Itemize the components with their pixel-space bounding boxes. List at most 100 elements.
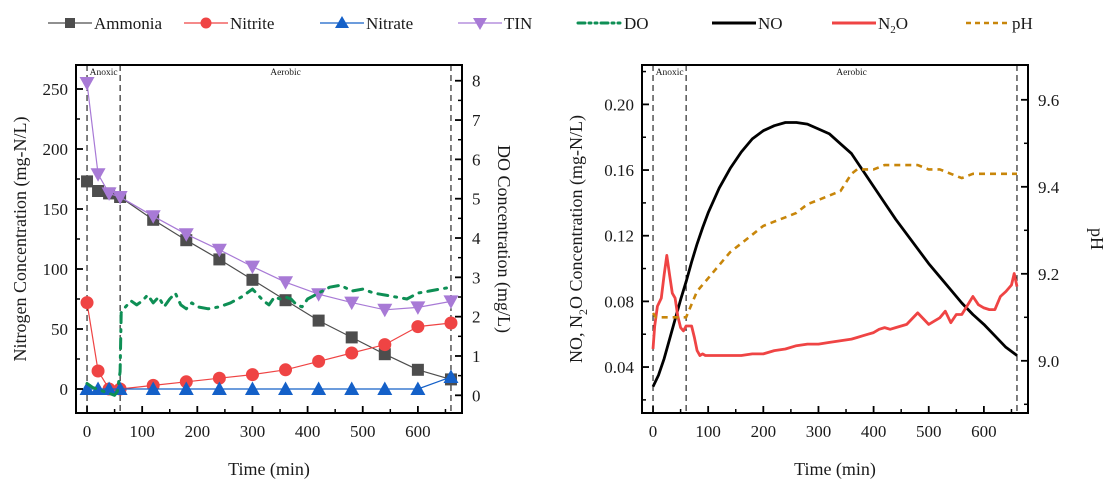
x-tick-label: 400 [295, 422, 321, 441]
y-tick-label: 50 [51, 320, 68, 339]
y-tick-label: 0.16 [604, 161, 634, 180]
data-point-nitrate [278, 381, 294, 395]
legend-marker-triangle-down-icon [473, 18, 487, 30]
series-line-tin [86, 82, 452, 311]
y2-tick-label: 8 [472, 72, 481, 91]
phase-label: Anoxic [90, 68, 118, 78]
legend-marker-circle-icon [200, 17, 212, 29]
right-panel: Anoxic Aerobic 0 100 200 300 400 500 600 Time (mi… [566, 64, 1107, 480]
data-point-nitrate [145, 381, 161, 395]
data-point-tin [178, 228, 194, 242]
x-axis-title: Time (min) [228, 459, 310, 480]
y-tick-label: 0.20 [604, 95, 634, 114]
y-axis-title: Nitrogen Concentration (mg-N/L) [10, 117, 31, 362]
series-group [651, 121, 1019, 388]
y2-axis-title: DO Concentration (mg/L) [493, 145, 514, 333]
data-point-nitrate [344, 381, 360, 395]
data-point-tin [145, 210, 161, 224]
legend-label: NO [758, 14, 783, 33]
legend-marker-triangle-up-icon [335, 16, 349, 28]
x-tick-label: 300 [806, 422, 832, 441]
y2-tick-label: 0 [472, 386, 481, 405]
series-line-ammonia [86, 180, 452, 380]
phase-label: Anoxic [656, 68, 684, 78]
x-tick-label: 200 [751, 422, 777, 441]
y2-tick-label: 1 [472, 347, 481, 366]
data-point-nitrite [80, 296, 94, 310]
legend: Ammonia Nitrite Nitrate TIN DO NO N2O pH [48, 14, 1033, 36]
series-line-do [85, 283, 453, 397]
y-tick-label: 150 [43, 200, 69, 219]
data-point-tin [410, 301, 426, 315]
y-tick-label: 100 [43, 260, 69, 279]
series-line-nitrite [86, 302, 452, 390]
data-point-ammonia [279, 294, 292, 307]
y-axis-title-sub: 2 [576, 309, 590, 315]
data-point-nitrite [279, 363, 293, 377]
legend-label-main: N [878, 14, 890, 33]
y2-tick-label: 9.0 [1038, 352, 1059, 371]
data-point-tin [278, 276, 294, 290]
data-point-nitrate [244, 381, 260, 395]
data-point-nitrite [345, 346, 359, 360]
data-point-nitrate [410, 381, 426, 395]
data-point-tin [244, 260, 260, 275]
data-point-ammonia [411, 363, 424, 376]
data-point-nitrate [311, 381, 327, 395]
series-group [79, 77, 459, 397]
phase-label: Aerobic [270, 68, 301, 78]
x-tick-label: 500 [916, 422, 942, 441]
legend-label: pH [1012, 14, 1033, 33]
y2-tick-label: 3 [472, 268, 481, 287]
y-axis-title-part: NO, N [566, 315, 586, 363]
data-point-tin [112, 191, 128, 205]
data-point-tin [344, 296, 360, 311]
y2-tick-label: 6 [472, 150, 481, 169]
plot-frame [641, 64, 1029, 414]
data-point-nitrate [377, 381, 393, 395]
data-point-nitrite [444, 316, 458, 330]
y-tick-label: 250 [43, 80, 69, 99]
y2-tick-label: 5 [472, 190, 481, 209]
legend-item-nitrite: Nitrite [184, 14, 274, 33]
y-tick-label: 0 [60, 380, 69, 399]
data-point-nitrate [178, 381, 194, 395]
y2-tick-label: 4 [472, 229, 481, 248]
x-tick-label: 100 [129, 422, 155, 441]
data-point-ammonia [213, 253, 226, 266]
phase-label: Aerobic [836, 68, 867, 78]
legend-item-tin: TIN [458, 14, 532, 33]
legend-label: Ammonia [94, 14, 162, 33]
y-tick-label: 0.04 [604, 358, 634, 377]
y-tick-label: 0.12 [604, 227, 634, 246]
data-point-nitrate [443, 369, 459, 383]
y-tick-label: 0.08 [604, 292, 634, 311]
y2-tick-label: 9.4 [1038, 178, 1060, 197]
data-point-tin [90, 168, 106, 182]
data-point-ammonia [92, 185, 105, 197]
series-line-no [651, 121, 1018, 388]
data-point-nitrate [79, 381, 95, 395]
series-line-n2o [651, 253, 1019, 357]
data-point-nitrite [212, 371, 226, 385]
legend-item-no: NO [712, 14, 783, 33]
y-axis-title-part: O Concentration (mg-N/L) [566, 115, 587, 309]
y2-tick-label: 2 [472, 308, 481, 327]
x-tick-label: 0 [649, 422, 658, 441]
legend-label-tail: O [896, 14, 908, 33]
data-point-ammonia [81, 175, 94, 188]
data-point-tin [211, 243, 227, 258]
y-tick-label: 200 [43, 140, 69, 159]
legend-item-do: DO [576, 14, 649, 33]
y2-tick-label: 9.2 [1038, 265, 1059, 284]
legend-item-nitrate: Nitrate [320, 14, 413, 33]
y2-axis-title: pH [1087, 228, 1107, 250]
y2-tick-label: 9.6 [1038, 91, 1059, 110]
x-tick-label: 300 [240, 422, 266, 441]
legend-item-ammonia: Ammonia [48, 14, 162, 33]
data-point-nitrite [411, 320, 425, 334]
data-point-nitrate [211, 381, 227, 395]
x-tick-label: 600 [405, 422, 431, 441]
legend-label: DO [624, 14, 649, 33]
